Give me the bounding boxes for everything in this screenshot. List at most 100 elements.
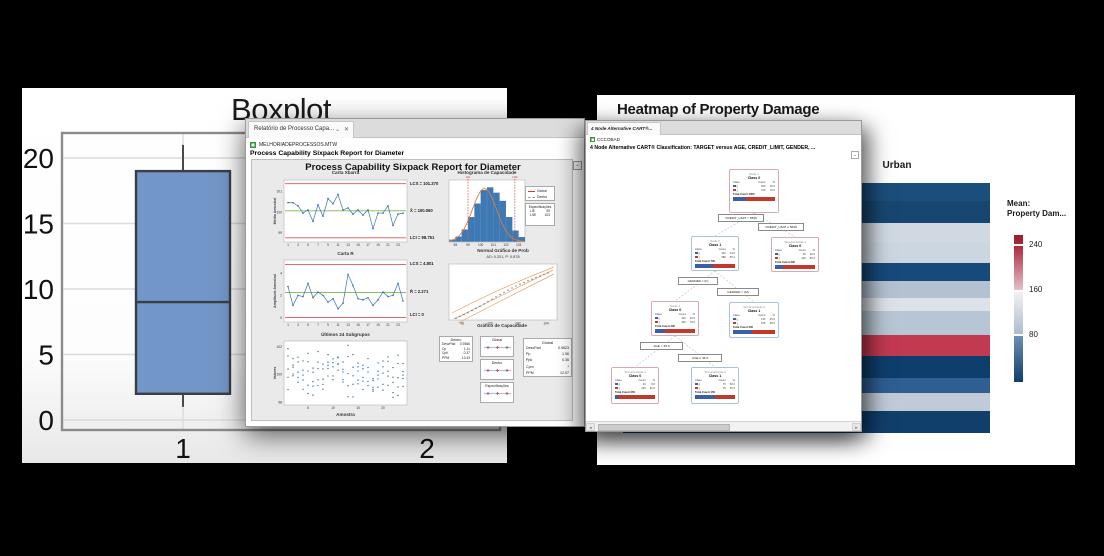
colorbar-tick-240: 240: [1029, 240, 1043, 249]
legend-line-sample: [528, 190, 535, 192]
worksheet-row[interactable]: MELHORIADEPROCESSOS.MTW: [250, 140, 337, 149]
svg-text:LIE: LIE: [466, 175, 471, 179]
svg-text:10: 10: [23, 274, 54, 305]
sixpack-report-title: Process Capability Sixpack Report for Di…: [305, 162, 521, 173]
svg-text:15: 15: [356, 243, 360, 247]
minitab-report-tab[interactable]: ✕ ⌄ Relatório de Processo Capa...: [248, 121, 354, 138]
cart-worksheet-row[interactable]: CCCOBAD: [590, 137, 620, 142]
within-stats-table: Dentro DesvPad 0.9366 Cp 1.11 CpK 0.37 PPM 13.43: [439, 336, 473, 362]
scroll-thumb[interactable]: [598, 423, 730, 431]
tab-close-icon[interactable]: ✕: [343, 127, 349, 133]
cart-split-label-s2: CREDIT_LIMIT ≥ 5848: [758, 223, 804, 231]
capability-title: Gráfico de Capacidade: [477, 323, 527, 328]
svg-text:5: 5: [307, 323, 309, 327]
svg-text:1: 1: [287, 243, 289, 247]
minitab-tab-bar: ✕ ⌄ Relatório de Processo Capa...: [246, 119, 584, 138]
interval-plot-box: Especificações: [480, 382, 514, 403]
svg-text:3: 3: [297, 243, 299, 247]
probplot-subtitle: AD: 0.201, P: 0.878: [486, 255, 520, 259]
probplot-title: Normal Gráfico de Prob: [477, 248, 529, 253]
svg-text:23: 23: [396, 243, 400, 247]
cart-window: 4 Node Alternative CART®... CCCOBAD 4 No…: [585, 120, 862, 432]
cart-split-label-s6: AGE ≥ 39.5: [678, 354, 722, 362]
cart-tree-node-tn2: Terminal Node 2 Class 1 Class Count% 0 75 50.0…: [691, 367, 739, 404]
histogram-legend: Global Dentro: [525, 186, 555, 201]
svg-text:1: 1: [175, 433, 191, 463]
report-expander-button[interactable]: ⌄: [573, 161, 582, 170]
svg-text:99: 99: [278, 231, 282, 235]
colorbar-segment: [1014, 292, 1023, 334]
svg-text:98: 98: [454, 243, 458, 247]
tab-collapse-icon[interactable]: ⌄: [334, 127, 340, 133]
minitab-tab-label: Relatório de Processo Capa...: [254, 126, 335, 132]
stats-row: PPM 13.43: [442, 355, 470, 360]
cart-tree-node-n1: Node 1 Class 0 Class Count% 0 300 30.0 1 700 70.0…: [729, 169, 779, 213]
cart-split-label-s5: AGE < 39.5: [640, 342, 683, 350]
cart-expander-button[interactable]: ⌄: [851, 151, 859, 159]
svg-text:15: 15: [356, 323, 360, 327]
stats-table-title: Global: [541, 340, 554, 345]
colorbar-segment: [1014, 235, 1023, 244]
svg-text:10: 10: [331, 406, 335, 410]
interval-plot-title: Especificações: [485, 384, 509, 388]
cart-tree: Node 1 Class 0 Class Count% 0 300 30.0 1 700 70.0…: [586, 121, 861, 411]
svg-text:0: 0: [280, 316, 282, 320]
svg-text:98: 98: [460, 322, 464, 326]
svg-text:0: 0: [38, 405, 54, 436]
colorbar-segment: [1014, 246, 1023, 290]
svg-text:17: 17: [366, 243, 370, 247]
svg-text:101: 101: [491, 243, 497, 247]
cart-split-label-s1: CREDIT_LIMIT < 5848: [718, 214, 764, 222]
colorbar-segment: [1014, 336, 1023, 382]
svg-text:Valores: Valores: [273, 367, 277, 380]
svg-text:19: 19: [376, 323, 380, 327]
svg-text:102: 102: [515, 322, 521, 326]
svg-text:LSE: LSE: [512, 175, 518, 179]
cart-horizontal-scrollbar[interactable]: ◄ ►: [586, 421, 861, 431]
heatmap-legend-title: Mean:: [1007, 199, 1031, 208]
cart-split-label-s4: GENDER = (M): [717, 288, 759, 296]
svg-text:20: 20: [23, 143, 54, 174]
cart-tree-node-tn1: Terminal Node 1 Class 0 Class Count% 0 20 8.0 1…: [611, 367, 659, 404]
subgroups-chart-title: Últimos 24 Subgrupos: [321, 331, 370, 337]
svg-text:7: 7: [317, 243, 319, 247]
svg-text:5: 5: [38, 340, 54, 371]
legend-entry: Dentro: [528, 194, 552, 200]
svg-text:100: 100: [276, 373, 282, 377]
interval-plot-box: Dentro: [480, 359, 514, 380]
report-heading: Process Capability Sixpack Report for Di…: [250, 150, 405, 157]
xbar-lcl-label: LCI = 98.751: [410, 235, 435, 240]
svg-text:9: 9: [327, 243, 329, 247]
stats-row: Cp 1.11: [442, 346, 470, 351]
stats-row: Pp 1.06: [526, 352, 569, 357]
svg-text:Amplitude Amostral: Amplitude Amostral: [273, 274, 277, 308]
cart-worksheet-name: CCCOBAD: [597, 137, 620, 142]
histogram-title: Histograma de Capacidade: [457, 170, 517, 175]
xbar-ucl-label: LCS = 101.370: [410, 181, 439, 186]
svg-text:104: 104: [543, 322, 549, 326]
svg-text:21: 21: [386, 243, 390, 247]
cart-worksheet-icon: [590, 137, 595, 142]
stats-row: Ppk 0.36: [526, 358, 569, 363]
legend-label: Dentro: [537, 195, 548, 199]
svg-text:102: 102: [503, 243, 509, 247]
svg-text:100: 100: [478, 243, 484, 247]
stats-table-title: Dentro: [450, 338, 462, 342]
cart-tab-bar: 4 Node Alternative CART®...: [586, 121, 861, 135]
overall-stats-table: Global DesvPad 0.9823 Pp 1.06 Ppk 0.36 Cpm * PPM 1…: [523, 338, 572, 377]
scroll-right-arrow[interactable]: ►: [852, 423, 861, 431]
svg-text:9: 9: [327, 323, 329, 327]
worksheet-name: MELHORIADEPROCESSOS.MTW: [259, 141, 338, 148]
scroll-left-arrow[interactable]: ◄: [586, 423, 595, 431]
legend-label: Global: [537, 189, 547, 193]
svg-text:4: 4: [280, 272, 282, 276]
minitab-report-window: ✕ ⌄ Relatório de Processo Capa... MELHOR…: [245, 118, 585, 427]
svg-text:101: 101: [276, 190, 282, 194]
svg-text:Média Amostral: Média Amostral: [273, 198, 277, 225]
stats-row: Cpm *: [526, 364, 569, 369]
svg-text:102: 102: [276, 345, 282, 349]
r-lcl-label: LCI = 0: [410, 312, 424, 317]
svg-text:21: 21: [386, 323, 390, 327]
cart-tab[interactable]: 4 Node Alternative CART®...: [587, 122, 661, 135]
